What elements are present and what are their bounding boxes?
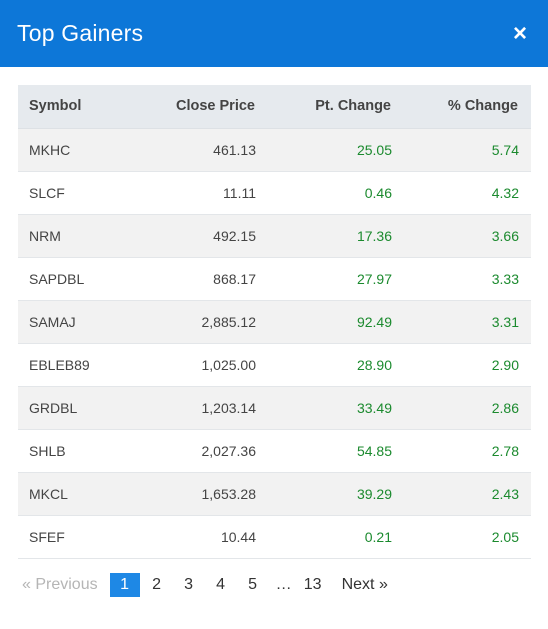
pagination-next[interactable]: Next » <box>341 576 388 593</box>
pagination-page-4[interactable]: 4 <box>216 576 226 593</box>
symbol-cell[interactable]: SAMAJ <box>18 300 138 344</box>
pagination-page-5[interactable]: 5 <box>248 576 258 593</box>
gainers-table-container: Symbol Close Price Pt. Change % Change M… <box>18 85 531 559</box>
modal-header: Top Gainers × <box>0 0 548 67</box>
close-price-cell: 2,027.36 <box>138 429 268 473</box>
pt-change-cell: 39.29 <box>268 472 404 516</box>
close-price-cell: 461.13 <box>138 128 268 172</box>
modal-title: Top Gainers <box>17 20 144 46</box>
pt-change-cell: 92.49 <box>268 300 404 344</box>
close-price-cell: 1,025.00 <box>138 343 268 387</box>
pagination-page-3[interactable]: 3 <box>184 576 194 593</box>
close-price-cell: 11.11 <box>138 171 268 215</box>
symbol-cell[interactable]: SLCF <box>18 171 138 215</box>
close-price-cell: 1,653.28 <box>138 472 268 516</box>
column-header-close-price[interactable]: Close Price <box>138 85 268 129</box>
table-header-row: Symbol Close Price Pt. Change % Change <box>18 85 531 129</box>
table-row[interactable]: NRM 492.15 17.36 3.66 <box>18 214 531 258</box>
table-row[interactable]: SAPDBL 868.17 27.97 3.33 <box>18 257 531 301</box>
table-row[interactable]: SLCF 11.11 0.46 4.32 <box>18 171 531 215</box>
close-price-cell: 2,885.12 <box>138 300 268 344</box>
table-row[interactable]: SFEF 10.44 0.21 2.05 <box>18 515 531 559</box>
symbol-cell[interactable]: SAPDBL <box>18 257 138 301</box>
close-price-cell: 492.15 <box>138 214 268 258</box>
pt-change-cell: 33.49 <box>268 386 404 430</box>
symbol-cell[interactable]: MKHC <box>18 128 138 172</box>
symbol-cell[interactable]: GRDBL <box>18 386 138 430</box>
close-price-cell: 868.17 <box>138 257 268 301</box>
symbol-cell[interactable]: NRM <box>18 214 138 258</box>
pt-change-cell: 0.46 <box>268 171 404 215</box>
symbol-cell[interactable]: SHLB <box>18 429 138 473</box>
pagination-previous[interactable]: « Previous <box>22 576 98 593</box>
pagination-page-1[interactable]: 1 <box>109 573 140 597</box>
pct-change-cell: 4.32 <box>404 171 531 215</box>
symbol-cell[interactable]: MKCL <box>18 472 138 516</box>
pct-change-cell: 2.78 <box>404 429 531 473</box>
table-row[interactable]: EBLEB89 1,025.00 28.90 2.90 <box>18 343 531 387</box>
pagination-ellipsis: … <box>275 576 292 593</box>
pct-change-cell: 2.86 <box>404 386 531 430</box>
pt-change-cell: 0.21 <box>268 515 404 559</box>
pt-change-cell: 28.90 <box>268 343 404 387</box>
table-row[interactable]: MKCL 1,653.28 39.29 2.43 <box>18 472 531 516</box>
pagination-page-13[interactable]: 13 <box>303 576 322 593</box>
pagination: « Previous 1 2 3 4 5 … 13 Next » <box>22 573 388 597</box>
column-header-pt-change[interactable]: Pt. Change <box>268 85 404 129</box>
table-row[interactable]: SAMAJ 2,885.12 92.49 3.31 <box>18 300 531 344</box>
pagination-page-2[interactable]: 2 <box>152 576 162 593</box>
pt-change-cell: 54.85 <box>268 429 404 473</box>
gainers-table: Symbol Close Price Pt. Change % Change M… <box>18 85 531 559</box>
pct-change-cell: 2.90 <box>404 343 531 387</box>
close-price-cell: 10.44 <box>138 515 268 559</box>
pt-change-cell: 27.97 <box>268 257 404 301</box>
pt-change-cell: 25.05 <box>268 128 404 172</box>
symbol-cell[interactable]: SFEF <box>18 515 138 559</box>
table-row[interactable]: SHLB 2,027.36 54.85 2.78 <box>18 429 531 473</box>
close-price-cell: 1,203.14 <box>138 386 268 430</box>
table-row[interactable]: MKHC 461.13 25.05 5.74 <box>18 128 531 172</box>
column-header-pct-change[interactable]: % Change <box>404 85 531 129</box>
close-icon[interactable]: × <box>512 19 527 47</box>
pt-change-cell: 17.36 <box>268 214 404 258</box>
pct-change-cell: 3.33 <box>404 257 531 301</box>
pct-change-cell: 2.43 <box>404 472 531 516</box>
table-row[interactable]: GRDBL 1,203.14 33.49 2.86 <box>18 386 531 430</box>
pct-change-cell: 2.05 <box>404 515 531 559</box>
symbol-cell[interactable]: EBLEB89 <box>18 343 138 387</box>
pct-change-cell: 5.74 <box>404 128 531 172</box>
column-header-symbol[interactable]: Symbol <box>18 85 138 129</box>
pct-change-cell: 3.66 <box>404 214 531 258</box>
pct-change-cell: 3.31 <box>404 300 531 344</box>
